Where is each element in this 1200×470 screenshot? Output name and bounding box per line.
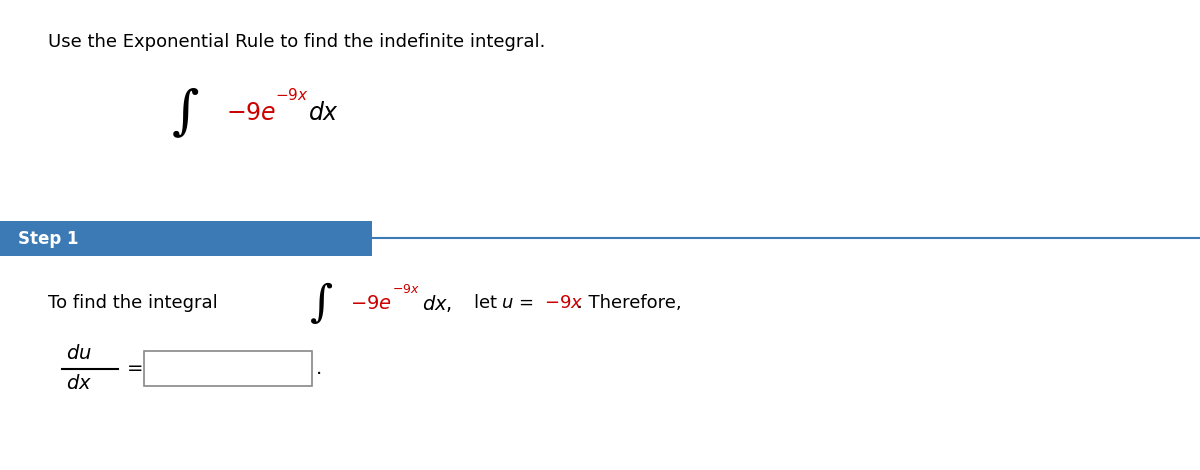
Text: ∫: ∫ (173, 87, 199, 138)
Text: $-9x$: $-9x$ (392, 283, 420, 297)
Text: =: = (127, 360, 144, 378)
Text: $dx,$: $dx,$ (422, 293, 452, 313)
Text: ∫: ∫ (310, 282, 334, 325)
Text: Step 1: Step 1 (18, 230, 78, 248)
Text: $-9x$: $-9x$ (275, 87, 308, 103)
Text: $du$: $du$ (66, 344, 92, 363)
Text: .: . (316, 360, 322, 378)
Text: Use the Exponential Rule to find the indefinite integral.: Use the Exponential Rule to find the ind… (48, 33, 545, 51)
Text: $dx$: $dx$ (308, 101, 340, 125)
Text: $-9e$: $-9e$ (350, 294, 392, 313)
Text: . Therefore,: . Therefore, (577, 294, 682, 312)
Text: $-9x$: $-9x$ (544, 294, 583, 312)
FancyBboxPatch shape (0, 221, 372, 256)
Text: $dx$: $dx$ (66, 375, 92, 393)
Text: $-9e$: $-9e$ (226, 101, 276, 125)
Text: To find the integral: To find the integral (48, 294, 217, 312)
Text: let $u$ =: let $u$ = (473, 294, 536, 312)
FancyBboxPatch shape (144, 351, 312, 386)
